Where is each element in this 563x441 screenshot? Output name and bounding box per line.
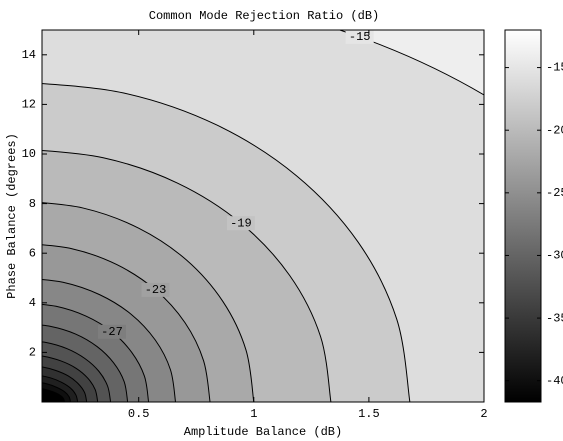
x-tick-label: 2 — [480, 407, 487, 421]
contour-label: -15 — [349, 30, 371, 44]
contour-label-background — [141, 282, 170, 297]
colorbar-tick-label: -20 — [546, 123, 563, 137]
y-tick-label: 14 — [22, 48, 36, 62]
colorbar-tick-label: -35 — [546, 311, 563, 325]
contour-fill — [42, 388, 65, 402]
x-tick-label: 1.5 — [358, 407, 380, 421]
contour-line — [42, 83, 411, 402]
plot-frame — [41, 29, 485, 403]
colorbar — [504, 29, 542, 403]
contour-label-background — [226, 216, 255, 231]
colorbar-tick-label: -15 — [546, 61, 563, 75]
contour-label: -23 — [145, 283, 167, 297]
x-tick-label: 1 — [250, 407, 257, 421]
y-axis-label: Phase Balance (degrees) — [5, 133, 19, 299]
chart-title: Common Mode Rejection Ratio (dB) — [149, 9, 379, 23]
y-tick-label: 6 — [29, 246, 36, 260]
y-tick-label: 10 — [22, 147, 36, 161]
x-tick-label: 0.5 — [128, 407, 150, 421]
contour-line — [42, 355, 99, 402]
contour-line — [42, 341, 112, 402]
contour-line — [42, 366, 88, 402]
y-tick-label: 4 — [29, 296, 36, 310]
contour-line — [42, 375, 79, 402]
y-tick-label: 2 — [29, 346, 36, 360]
contour-label-background — [345, 30, 374, 44]
contour-label: -27 — [101, 325, 123, 339]
colorbar-tick-label: -25 — [546, 186, 563, 200]
contour-line — [42, 202, 255, 402]
x-axis-label: Amplitude Balance (dB) — [184, 425, 342, 439]
contour-line — [42, 278, 177, 402]
axes: 0.5 1 1.5 2 2 4 6 8 10 12 14 -40 -35 -30 -25 -20 -15 — [22, 29, 563, 421]
y-tick-label: 12 — [22, 98, 36, 112]
colorbar-tick-label: -40 — [546, 374, 563, 388]
contour-line — [42, 388, 66, 402]
contour-line — [42, 382, 72, 402]
contour-label: -19 — [230, 216, 252, 230]
contour-line — [42, 324, 129, 402]
contour-label-background — [97, 324, 126, 339]
colorbar-tick-label: -30 — [546, 249, 563, 263]
plot-area: -15 -19 -23 -27 — [42, 30, 484, 402]
y-tick-label: 8 — [29, 197, 36, 211]
